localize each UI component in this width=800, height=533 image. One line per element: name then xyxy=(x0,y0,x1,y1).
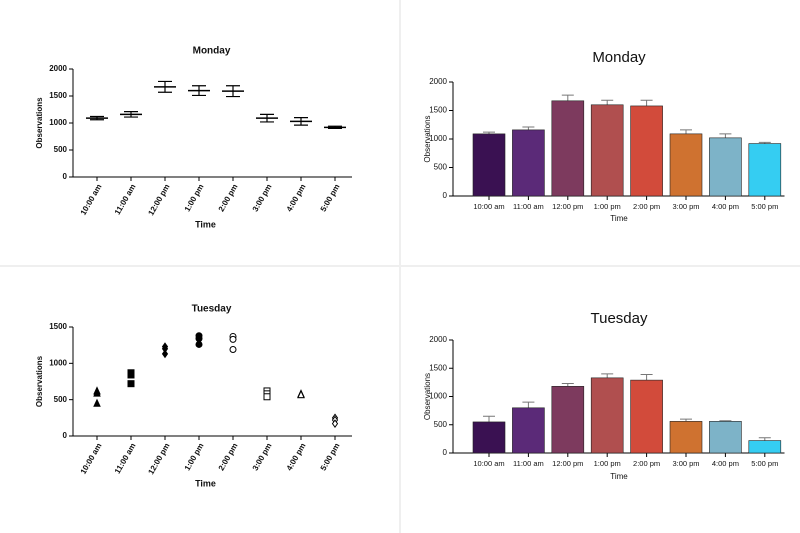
x-tick-label: 12:00 pm xyxy=(552,202,583,211)
bar xyxy=(709,421,742,454)
x-tick-label: 3:00 pm xyxy=(672,202,699,211)
y-axis-label: Observations xyxy=(423,373,432,420)
error-bar xyxy=(522,126,535,130)
y-axis-label: Observations xyxy=(35,97,44,149)
y-tick-label: 2000 xyxy=(49,64,67,73)
point xyxy=(195,335,203,343)
error-bar xyxy=(680,418,692,422)
y-tick-label: 1500 xyxy=(429,363,447,372)
y-tick-label: 2000 xyxy=(429,335,447,344)
x-axis-label: Time xyxy=(610,472,628,481)
chart-title: Tuesday xyxy=(591,310,648,327)
y-tick-label: 500 xyxy=(54,145,68,154)
x-tick-label: 1:00 pm xyxy=(594,202,621,211)
point xyxy=(297,389,305,399)
x-tick-label: 12:00 pm xyxy=(552,459,583,468)
y-tick-label: 0 xyxy=(443,448,448,457)
error-bar xyxy=(294,117,308,126)
bar xyxy=(590,377,624,454)
x-axis-label: Time xyxy=(195,478,216,488)
x-tick-label: 5:00 pm xyxy=(751,459,778,468)
y-tick-label: 2000 xyxy=(429,77,447,86)
bar xyxy=(512,407,545,454)
point xyxy=(331,419,339,429)
x-tick-label: 11:00 am xyxy=(513,459,544,468)
chart-title: Tuesday xyxy=(192,304,232,315)
error-bar xyxy=(601,373,614,378)
x-tick-label: 4:00 pm xyxy=(712,202,739,211)
bar xyxy=(512,129,545,197)
point xyxy=(93,398,101,407)
bar xyxy=(748,143,782,197)
x-tick-label: 5:00 pm xyxy=(751,202,778,211)
error-bar xyxy=(719,133,732,138)
x-tick-label: 2:00 pm xyxy=(633,202,660,211)
bar xyxy=(630,105,663,197)
bar xyxy=(551,386,585,454)
bar xyxy=(669,421,703,454)
error-bar xyxy=(483,415,495,422)
chart-title: Monday xyxy=(592,49,646,66)
error-bar xyxy=(680,129,692,134)
error-bar xyxy=(124,111,138,118)
y-tick-label: 500 xyxy=(434,163,448,172)
chart-title: Monday xyxy=(193,46,231,57)
point xyxy=(229,346,237,354)
y-tick-label: 1000 xyxy=(429,134,447,143)
error-bar xyxy=(328,125,342,129)
y-tick-label: 1000 xyxy=(49,358,67,367)
y-tick-label: 1500 xyxy=(49,322,67,331)
point xyxy=(127,380,135,388)
error-bar xyxy=(640,373,653,381)
error-bar xyxy=(260,113,274,123)
point xyxy=(161,349,169,359)
panel xyxy=(0,0,399,265)
error-bar xyxy=(561,94,574,101)
x-tick-label: 11:00 am xyxy=(513,202,544,211)
error-bar xyxy=(192,85,206,97)
panel xyxy=(0,267,399,533)
error-bar xyxy=(561,383,574,387)
error-bar xyxy=(226,85,240,98)
y-axis-label: Observations xyxy=(423,115,432,162)
y-tick-label: 500 xyxy=(434,420,448,429)
bar xyxy=(748,440,782,454)
error-bar xyxy=(90,115,104,121)
point xyxy=(263,393,271,401)
y-tick-label: 1500 xyxy=(429,106,447,115)
x-tick-label: 1:00 pm xyxy=(594,459,621,468)
y-tick-label: 0 xyxy=(443,191,448,200)
point xyxy=(195,340,203,348)
x-tick-label: 3:00 pm xyxy=(672,459,699,468)
y-axis-label: Observations xyxy=(35,355,44,407)
bar xyxy=(630,379,663,454)
bar xyxy=(551,100,585,197)
x-tick-label: 4:00 pm xyxy=(712,459,739,468)
bar xyxy=(669,133,703,197)
x-tick-label: 10:00 am xyxy=(473,459,504,468)
point xyxy=(93,388,101,397)
error-bar xyxy=(522,401,535,408)
bar xyxy=(472,421,506,454)
y-tick-label: 1000 xyxy=(49,118,67,127)
error-bar xyxy=(158,80,172,93)
y-tick-label: 1500 xyxy=(49,91,67,100)
x-tick-label: 10:00 am xyxy=(473,202,504,211)
bar xyxy=(472,133,506,197)
x-axis-label: Time xyxy=(195,219,216,229)
point xyxy=(127,371,135,379)
y-tick-label: 0 xyxy=(63,431,68,440)
point xyxy=(229,335,237,343)
error-bar xyxy=(601,99,614,105)
error-bar xyxy=(758,437,771,441)
y-tick-label: 500 xyxy=(54,395,68,404)
x-tick-label: 2:00 pm xyxy=(633,459,660,468)
bar xyxy=(709,137,742,197)
bar xyxy=(590,104,624,197)
y-tick-label: 1000 xyxy=(429,392,447,401)
error-bar xyxy=(640,99,653,106)
y-tick-label: 0 xyxy=(63,172,68,181)
x-axis-label: Time xyxy=(610,214,628,223)
